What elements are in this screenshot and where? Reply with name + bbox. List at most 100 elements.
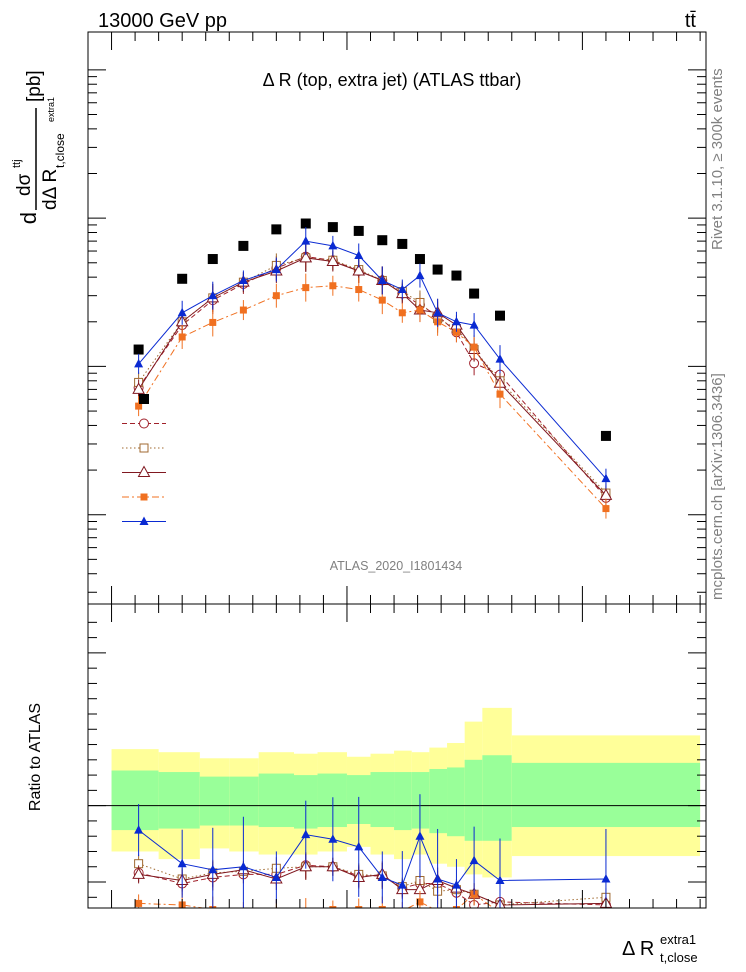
x-axis-label: Δ R extra1 t,close [622, 932, 698, 965]
data-point [301, 236, 311, 245]
data-point [433, 307, 443, 317]
data-point [495, 354, 505, 363]
ratio-data-point [177, 858, 187, 868]
series-atlas [133, 218, 611, 441]
band-green [411, 772, 430, 829]
data-point [271, 224, 282, 235]
data-point [416, 306, 424, 314]
data-point [432, 264, 443, 275]
ratio-data-point [132, 867, 145, 879]
ylabel-denominator-sub: t,close [53, 133, 67, 168]
data-point [469, 288, 480, 299]
band-green [111, 770, 159, 831]
data-point [299, 250, 313, 263]
ratio-uncertainty-bands [88, 707, 706, 878]
data-point [327, 222, 338, 233]
data-point [132, 382, 145, 394]
series-line [138, 285, 607, 509]
ratio-data-point [272, 907, 280, 908]
data-point [398, 309, 406, 317]
ratio-data-point [239, 907, 247, 908]
data-point [397, 238, 408, 249]
data-point [600, 430, 611, 441]
data-point [470, 343, 478, 351]
ratio-data-marks [132, 794, 613, 916]
ratio-axes [88, 604, 706, 908]
band-green [258, 773, 294, 828]
analysis-label: ATLAS_2020_I1801434 [330, 559, 463, 573]
ylabel-denominator-subsup: extra1 [46, 97, 56, 122]
ratio-data-point [398, 907, 406, 908]
band-green [370, 772, 395, 828]
data-point [469, 320, 479, 329]
series-line [138, 257, 607, 494]
ratio-data-point [433, 873, 443, 883]
data-point [377, 235, 388, 246]
legend-marker [139, 418, 149, 429]
data-point [451, 270, 462, 281]
band-green [482, 755, 512, 841]
data-point [238, 275, 248, 284]
ratio-data-point [602, 909, 609, 916]
ratio-data-point [354, 841, 364, 851]
data-point [329, 282, 337, 290]
data-point [272, 292, 280, 300]
legend-marker [140, 493, 148, 501]
legend-entry [122, 516, 166, 525]
data-point [209, 318, 217, 326]
ratio-data-point [328, 834, 338, 843]
ratio-data-point [378, 906, 386, 908]
ylabel-d: d [16, 212, 41, 224]
data-point [451, 316, 461, 326]
ratio-y-axis-label: Ratio to ATLAS [27, 703, 44, 811]
ratio-data-point [134, 825, 144, 834]
band-green [317, 773, 347, 828]
main-y-axis-label: d dσ ttj dΔ R t,close extra1 [pb] [11, 70, 67, 224]
ratio-data-point [469, 855, 479, 865]
data-point [602, 505, 610, 513]
data-point [415, 270, 425, 280]
ylabel-numerator-sup: ttj [11, 159, 23, 168]
legend-marker [139, 394, 149, 404]
band-green [429, 768, 448, 834]
band-green [464, 759, 483, 841]
data-point [271, 264, 281, 274]
band-green [158, 772, 200, 829]
data-point [496, 390, 504, 398]
main-panel: Δ R (top, extra jet) (ATLAS ttbar) ATLAS… [11, 31, 707, 605]
header-left: 13000 GeV pp [98, 10, 227, 32]
band-green [229, 776, 259, 826]
data-point [135, 402, 143, 410]
ratio-data-point [415, 831, 425, 840]
series-pythia-8-209-default [134, 227, 611, 489]
ratio-data-point [271, 872, 281, 881]
series-line [138, 240, 607, 480]
data-point [177, 273, 188, 284]
ratio-data-point [301, 829, 311, 839]
main-axes [88, 32, 706, 604]
ratio-data-point [238, 861, 248, 871]
data-point [354, 250, 364, 259]
ratio-data-point [416, 898, 424, 906]
legend-marker [139, 516, 149, 525]
data-point [377, 275, 387, 284]
band-green [199, 776, 230, 826]
data-point [328, 240, 338, 250]
ratio-data-point [302, 907, 310, 908]
series-line [138, 257, 607, 496]
legend-entry [122, 443, 166, 453]
data-point [353, 225, 364, 236]
series-line [138, 256, 607, 499]
data-point [452, 328, 460, 336]
ratio-data-point [434, 907, 442, 908]
legend-entry [139, 394, 149, 404]
ratio-data-point [451, 880, 461, 889]
legend-marker [137, 465, 151, 477]
data-point [177, 307, 187, 317]
data-point [178, 333, 186, 341]
data-point [207, 254, 218, 265]
legend-marker [139, 443, 149, 453]
series-pythia-6-428-370 [132, 243, 613, 506]
ratio-data-point [495, 875, 505, 885]
